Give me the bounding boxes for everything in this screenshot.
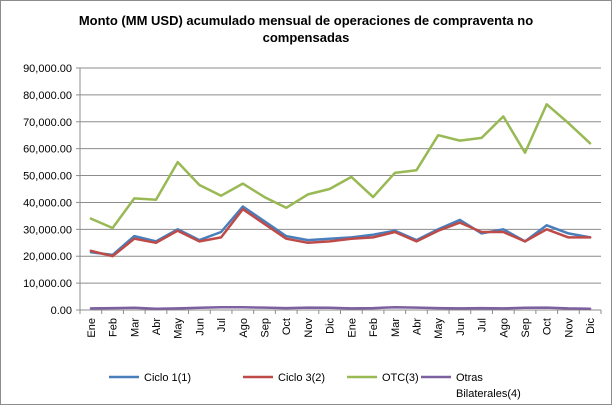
x-tick-label: Abr <box>151 318 163 335</box>
x-tick-label: Oct <box>281 318 293 335</box>
x-tick-label: Ago <box>498 318 510 338</box>
x-tick-label: Jul <box>216 318 228 332</box>
y-tick-label: 10,000.00 <box>23 278 72 290</box>
y-tick-label: 50,000.00 <box>23 171 72 183</box>
legend-label-4: Otras <box>456 372 483 384</box>
legend-label-3: OTC(3) <box>382 372 419 384</box>
x-tick-label: Sep <box>520 318 532 338</box>
series-lines <box>89 103 592 310</box>
chart-title-line-1: Monto (MM USD) acumulado mensual de oper… <box>79 13 533 28</box>
legend-label-2: Ciclo 3(2) <box>278 372 325 384</box>
x-tick-label: Nov <box>563 318 575 338</box>
series-line-4 <box>89 306 592 310</box>
x-tick-label: Jul <box>477 318 489 332</box>
y-tick-label: 40,000.00 <box>23 197 72 209</box>
legend: Ciclo 1(1) Ciclo 3(2) OTC(3) Otras Bilateral… <box>109 372 521 400</box>
x-tick-label: May <box>173 318 185 339</box>
chart-title-line-2: compensadas <box>263 30 350 45</box>
y-tick-label: 70,000.00 <box>23 117 72 129</box>
series-line-2 <box>89 207 592 258</box>
x-tick-label: Feb <box>108 318 120 337</box>
x-tick-label: Sep <box>260 318 272 338</box>
series-line-3 <box>89 103 592 230</box>
x-tick-label: May <box>433 318 445 339</box>
x-tick-label: Ago <box>238 318 250 338</box>
y-tick-label: 20,000.00 <box>23 251 72 263</box>
legend-label-4: Bilaterales(4) <box>456 388 521 400</box>
x-tick-label: Mar <box>129 318 141 337</box>
grid-lines <box>80 67 601 284</box>
series-line-1 <box>89 205 592 257</box>
x-tick-label: Ene <box>86 318 98 338</box>
y-tick-labels: 0.00 10,000.00 20,000.00 30,000.00 40,000.00… <box>23 63 72 317</box>
x-tick-label: Abr <box>411 318 423 335</box>
y-tick-label: 80,000.00 <box>23 90 72 102</box>
x-tick-label: Jun <box>455 318 467 336</box>
y-tick-label: 60,000.00 <box>23 144 72 156</box>
x-tick-label: Dic <box>325 318 337 334</box>
axes <box>76 67 602 314</box>
y-tick-label: 30,000.00 <box>23 224 72 236</box>
x-tick-label: Mar <box>390 318 402 337</box>
x-tick-label: Dic <box>585 318 597 334</box>
legend-label-1: Ciclo 1(1) <box>144 372 191 384</box>
x-tick-label: Feb <box>368 318 380 337</box>
x-tick-labels: Ene Feb Mar Abr May Jun Jul Ago Sep Oct Nov Dic Ene F… <box>86 318 597 339</box>
x-tick-label: Oct <box>542 318 554 335</box>
x-tick-label: Ene <box>346 318 358 338</box>
y-tick-label: 90,000.00 <box>23 63 72 75</box>
x-tick-label: Jun <box>194 318 206 336</box>
y-tick-label: 0.00 <box>51 305 72 317</box>
x-tick-label: Nov <box>303 318 315 338</box>
